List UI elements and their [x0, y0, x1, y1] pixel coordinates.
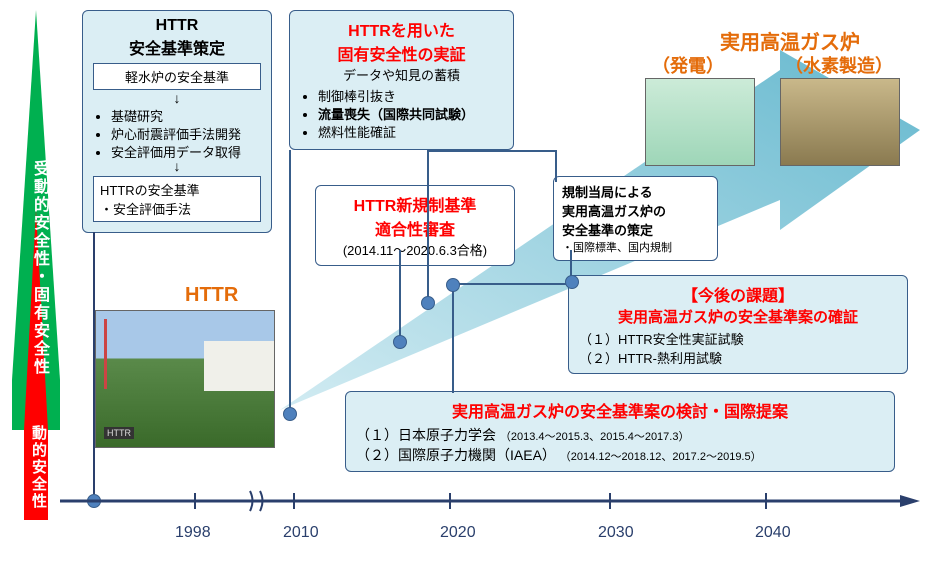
box1-item: 炉心耐震評価手法開発 — [111, 126, 261, 144]
box2-list: 制御棒引抜き 流量喪失（国際共同試験） 燃料性能確証 — [300, 88, 503, 143]
box2-item: 流量喪失（国際共同試験） — [318, 106, 503, 124]
connector — [93, 232, 95, 494]
connector — [452, 283, 572, 285]
box-future-issues: 【今後の課題】 実用高温ガス炉の安全基準案の確証 （１）HTTR安全性実証試験 … — [568, 275, 908, 374]
active-safety-label: 動的安全性 — [28, 425, 49, 510]
box6-title: 実用高温ガス炉の安全基準案の検討・国際提案 — [356, 398, 884, 422]
timeline-dot — [283, 407, 297, 421]
year-label: 1998 — [175, 524, 211, 542]
box6-item2-note: （2014.12～2018.12、2017.2～2019.5） — [560, 451, 762, 463]
box1-inner-bottom: HTTRの安全基準 ・安全評価手法 — [93, 176, 261, 222]
httr-photo-label: HTTR — [185, 284, 238, 307]
box3-sub: (2014.11～2020.6.3合格) — [326, 240, 504, 259]
timeline-years: 1998 2010 2020 2030 2040 — [70, 500, 930, 540]
box5-heading: 【今後の課題】 — [579, 282, 897, 306]
box4-line: 規制当局による — [562, 182, 709, 201]
year-label: 2020 — [440, 524, 476, 542]
year-label: 2040 — [755, 524, 791, 542]
box1-item: 基礎研究 — [111, 108, 261, 126]
box1-list: 基礎研究 炉心耐震評価手法開発 安全評価用データ取得 — [93, 108, 261, 163]
box4-line: ・国際標準、国内規制 — [562, 239, 709, 255]
box2-item: 制御棒引抜き — [318, 88, 503, 106]
connector — [289, 150, 291, 410]
box4-line: 安全基準の策定 — [562, 220, 709, 239]
connector — [555, 150, 557, 182]
practical-htgr-label: 実用高温ガス炉 — [680, 26, 900, 55]
box2-title: HTTRを用いた 固有安全性の実証 — [300, 17, 503, 65]
connector — [427, 150, 429, 300]
connector — [427, 150, 557, 152]
box3-title: HTTR新規制基準 適合性審査 — [326, 192, 504, 240]
timeline-dot — [421, 296, 435, 310]
box2-item: 燃料性能確証 — [318, 124, 503, 142]
box5-item: （２）HTTR-熱利用試験 — [579, 348, 897, 367]
timeline-dot — [393, 335, 407, 349]
box-new-regulation: HTTR新規制基準 適合性審査 (2014.11～2020.6.3合格) — [315, 185, 515, 266]
year-label: 2010 — [283, 524, 319, 542]
box-httr-demonstration: HTTRを用いた 固有安全性の実証 データや知見の蓄積 制御棒引抜き 流量喪失（… — [289, 10, 514, 150]
connector — [399, 250, 401, 340]
box6-item2: （２）国際原子力機関（IAEA） — [356, 447, 556, 463]
hydrogen-plant-image — [780, 78, 900, 166]
box-httr-safety-standard: HTTR 安全基準策定 軽水炉の安全基準 ↓ 基礎研究 炉心耐震評価手法開発 安… — [82, 10, 272, 233]
box-regulator: 規制当局による 実用高温ガス炉の 安全基準の策定 ・国際標準、国内規制 — [553, 176, 718, 261]
box5-title: 実用高温ガス炉の安全基準案の確証 — [579, 306, 897, 327]
box1-item: 安全評価用データ取得 — [111, 144, 261, 162]
timeline-dot — [565, 275, 579, 289]
box6-item1: （１）日本原子力学会 — [356, 427, 496, 443]
power-gen-label: （発電） — [652, 52, 724, 78]
box4-line: 実用高温ガス炉の — [562, 201, 709, 220]
timeline-dot — [446, 278, 460, 292]
box-international-proposal: 実用高温ガス炉の安全基準案の検討・国際提案 （１）日本原子力学会 （2013.4… — [345, 391, 895, 472]
box1-title: HTTR 安全基準策定 — [93, 17, 261, 59]
passive-safety-label: 受動的安全性・固有安全性 — [27, 160, 51, 376]
box1-inner-top: 軽水炉の安全基準 — [93, 63, 261, 90]
box6-item1-note: （2013.4～2015.3、2015.4～2017.3） — [500, 431, 690, 443]
power-plant-image — [645, 78, 755, 166]
hydrogen-label: （水素製造） — [785, 52, 893, 78]
box5-item: （１）HTTR安全性実証試験 — [579, 329, 897, 348]
httr-photo: HTTR — [95, 310, 275, 448]
year-label: 2030 — [598, 524, 634, 542]
connector — [452, 283, 454, 393]
box2-sub: データや知見の蓄積 — [300, 65, 503, 84]
